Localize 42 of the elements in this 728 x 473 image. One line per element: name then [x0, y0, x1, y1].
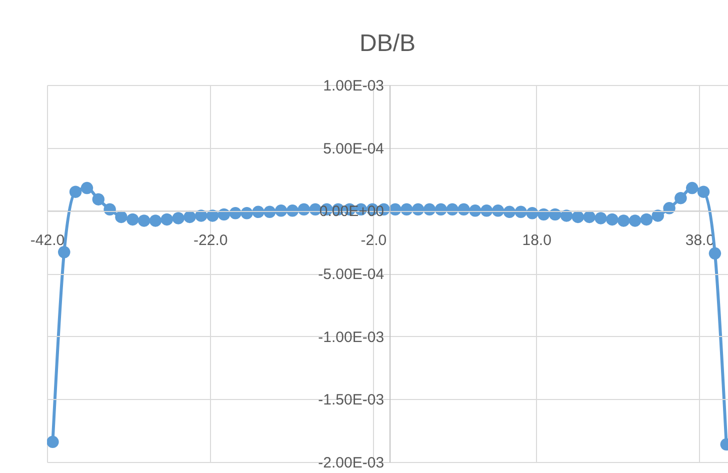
point	[708, 247, 722, 260]
point	[47, 436, 59, 448]
point	[104, 203, 116, 216]
point	[572, 210, 584, 224]
point	[548, 208, 562, 221]
y-tick-label: -1.00E-03	[318, 328, 384, 346]
point	[594, 212, 607, 224]
x-tick-label: -2.0	[360, 232, 387, 250]
point	[583, 210, 596, 224]
point	[663, 202, 676, 214]
point	[58, 246, 70, 258]
y-tick-label: -5.00E-04	[318, 266, 384, 283]
point	[560, 210, 573, 222]
y-tick-label: 5.00E-04	[323, 140, 384, 158]
point	[206, 210, 219, 222]
point	[172, 212, 184, 224]
point	[686, 182, 698, 194]
y-tick-label: 1.00E-03	[323, 78, 384, 94]
point	[149, 214, 162, 227]
x-tick-label: -22.0	[194, 232, 228, 250]
x-tick-label: 18.0	[522, 232, 552, 250]
point	[697, 186, 710, 198]
point	[674, 192, 687, 204]
point	[138, 214, 150, 227]
y-tick-label: -1.50E-03	[318, 392, 384, 409]
point	[80, 182, 94, 194]
y-tick-label: -2.00E-03	[318, 454, 384, 472]
point	[184, 210, 196, 224]
point	[628, 214, 642, 227]
x-tick-label: -42.0	[30, 232, 65, 250]
point	[617, 214, 630, 227]
point	[69, 186, 82, 198]
point	[640, 213, 653, 226]
point	[115, 210, 128, 224]
chart-title: DB/B	[359, 30, 416, 57]
point	[195, 210, 208, 222]
point	[160, 213, 174, 226]
point	[126, 213, 139, 226]
point	[92, 193, 105, 206]
point	[606, 213, 618, 226]
point	[652, 210, 664, 222]
point	[218, 208, 230, 221]
